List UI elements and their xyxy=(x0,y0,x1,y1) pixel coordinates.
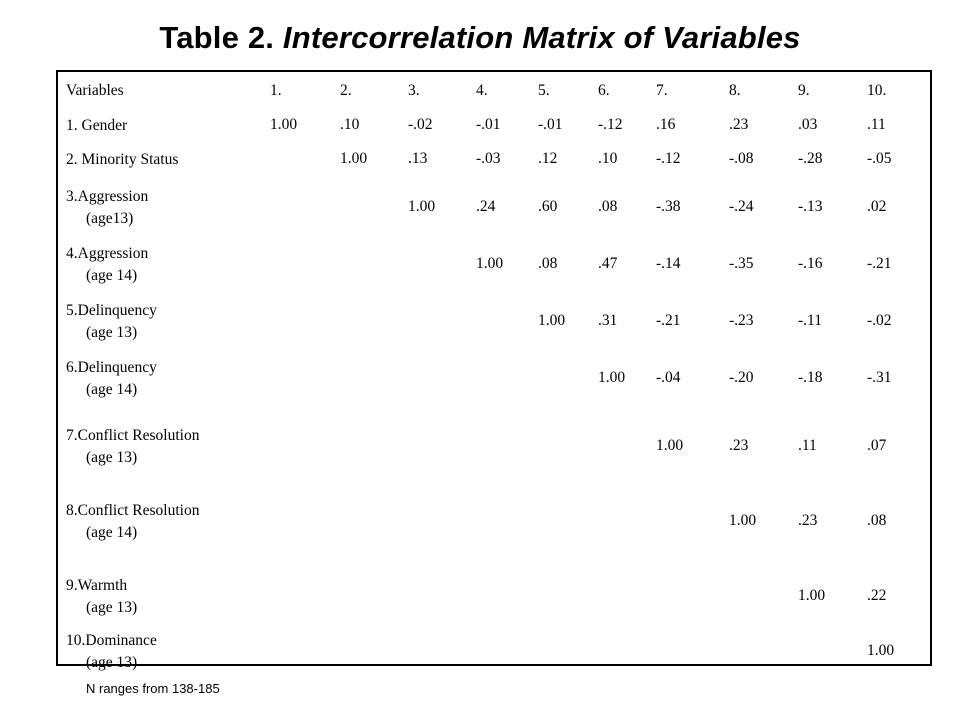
row-label: 9.Warmth (age 13) xyxy=(66,575,137,619)
row-label: 8.Conflict Resolution (age 14) xyxy=(66,500,199,544)
correlation-value: -.11 xyxy=(798,312,822,329)
row-label-age: (age 13) xyxy=(86,324,138,341)
correlation-table: Variables 1. 2. 3. 4. 5. 6. 7. 8. 9. 10. 1. Gender 1… xyxy=(56,70,932,671)
correlation-value: -.03 xyxy=(476,150,501,167)
correlation-value: -.16 xyxy=(798,255,823,272)
header-col-5: 5. xyxy=(538,82,550,99)
correlation-value: -.35 xyxy=(729,255,754,272)
correlation-value: -.04 xyxy=(656,369,681,386)
row-label: 10.Dominance (age 13) xyxy=(66,630,157,674)
header-col-6: 6. xyxy=(598,82,610,99)
correlation-value: 1.00 xyxy=(476,255,504,272)
correlation-value: 1.00 xyxy=(408,198,436,215)
correlation-value: .11 xyxy=(867,116,886,133)
correlation-value: .07 xyxy=(867,437,887,454)
row-label-name: 7.Conflict Resolution xyxy=(66,427,200,444)
correlation-value: 1.00 xyxy=(598,369,626,386)
correlation-value: .02 xyxy=(867,198,887,215)
header-col-7: 7. xyxy=(656,82,668,99)
correlation-value: .24 xyxy=(476,198,496,215)
correlation-value: 1.00 xyxy=(798,587,826,604)
correlation-value: 1.00 xyxy=(270,116,298,133)
row-label: 4.Aggression (age 14) xyxy=(66,243,148,287)
correlation-value: 1.00 xyxy=(729,512,757,529)
correlation-value: 1.00 xyxy=(538,312,566,329)
row-label-name: 10.Dominance xyxy=(66,632,157,649)
row-label-age: (age 13) xyxy=(86,599,138,616)
correlation-value: .08 xyxy=(867,512,887,529)
header-col-9: 9. xyxy=(798,82,810,99)
correlation-value: -.38 xyxy=(656,198,681,215)
correlation-value: .03 xyxy=(798,116,818,133)
correlation-value: -.23 xyxy=(729,312,754,329)
row-label-name: 2. Minority Status xyxy=(66,151,179,168)
header-col-4: 4. xyxy=(476,82,488,99)
row-label-name: 8.Conflict Resolution xyxy=(66,502,200,519)
correlation-value: -.21 xyxy=(656,312,681,329)
row-label-age: (age13) xyxy=(86,210,134,227)
correlation-value: .11 xyxy=(798,437,817,454)
correlation-value: .08 xyxy=(538,255,558,272)
correlation-value: .23 xyxy=(729,437,749,454)
correlation-value: .22 xyxy=(867,587,887,604)
correlation-value: -.28 xyxy=(798,150,823,167)
row-label-age: (age 13) xyxy=(86,654,138,671)
title-prefix: Table 2. xyxy=(159,20,283,55)
row-label-name: 4.Aggression xyxy=(66,245,149,262)
row-label-age: (age 14) xyxy=(86,381,138,398)
correlation-value: -.20 xyxy=(729,369,754,386)
correlation-value: -.31 xyxy=(867,369,892,386)
row-label: 5.Delinquency (age 13) xyxy=(66,300,157,344)
row-label: 3.Aggression (age13) xyxy=(66,186,148,230)
correlation-value: .23 xyxy=(729,116,749,133)
correlation-value: .16 xyxy=(656,116,676,133)
row-label-name: 3.Aggression xyxy=(66,188,149,205)
correlation-value: -.21 xyxy=(867,255,892,272)
header-col-10: 10. xyxy=(867,82,887,99)
row-label: 7.Conflict Resolution (age 13) xyxy=(66,425,199,469)
correlation-value: .10 xyxy=(340,116,360,133)
row-label-name: 6.Delinquency xyxy=(66,359,157,376)
correlation-value: -.24 xyxy=(729,198,754,215)
sample-size-note: N ranges from 138-185 xyxy=(86,681,220,696)
correlation-value: -.02 xyxy=(408,116,433,133)
header-col-3: 3. xyxy=(408,82,420,99)
correlation-value: -.05 xyxy=(867,150,892,167)
table-title: Table 2. Intercorrelation Matrix of Vari… xyxy=(0,20,960,56)
row-label-name: 9.Warmth xyxy=(66,577,128,594)
correlation-value: -.01 xyxy=(538,116,563,133)
row-label: 2. Minority Status xyxy=(66,149,178,171)
correlation-value: .60 xyxy=(538,198,558,215)
header-col-2: 2. xyxy=(340,82,352,99)
correlation-value: -.12 xyxy=(656,150,681,167)
correlation-value: -.12 xyxy=(598,116,623,133)
correlation-value: -.02 xyxy=(867,312,892,329)
correlation-value: .08 xyxy=(598,198,618,215)
correlation-value: -.14 xyxy=(656,255,681,272)
correlation-value: .12 xyxy=(538,150,558,167)
correlation-value: -.13 xyxy=(798,198,823,215)
row-label-age: (age 13) xyxy=(86,449,138,466)
header-variables: Variables xyxy=(66,82,124,99)
correlation-value: 1.00 xyxy=(656,437,684,454)
row-label-age: (age 14) xyxy=(86,524,138,541)
correlation-value: .31 xyxy=(598,312,618,329)
correlation-value: .47 xyxy=(598,255,618,272)
correlation-value: .23 xyxy=(798,512,818,529)
row-label: 6.Delinquency (age 14) xyxy=(66,357,157,401)
correlation-value: -.08 xyxy=(729,150,754,167)
row-label-name: 5.Delinquency xyxy=(66,302,157,319)
row-label-age: (age 14) xyxy=(86,267,138,284)
title-italic: Intercorrelation Matrix of Variables xyxy=(282,20,801,55)
row-label-name: 1. Gender xyxy=(66,117,128,134)
correlation-value: .10 xyxy=(598,150,618,167)
row-label: 1. Gender xyxy=(66,115,127,137)
header-col-1: 1. xyxy=(270,82,282,99)
correlation-value: .13 xyxy=(408,150,428,167)
header-col-8: 8. xyxy=(729,82,741,99)
correlation-value: 1.00 xyxy=(340,150,368,167)
correlation-value: 1.00 xyxy=(867,642,895,659)
correlation-value: -.01 xyxy=(476,116,501,133)
correlation-value: -.18 xyxy=(798,369,823,386)
